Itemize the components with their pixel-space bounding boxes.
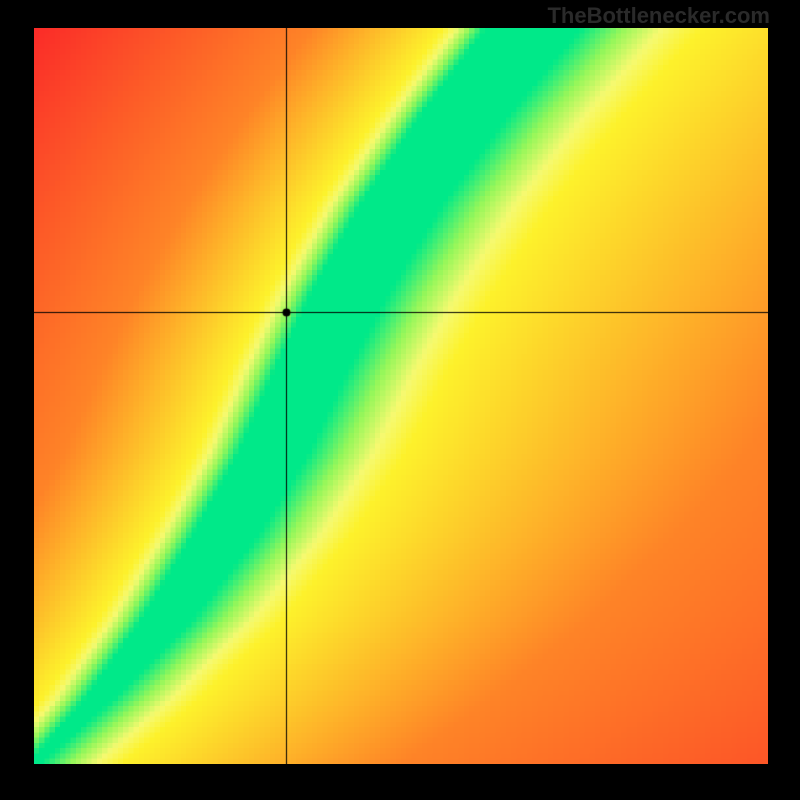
crosshair-overlay	[34, 28, 768, 764]
watermark-text: TheBottlenecker.com	[547, 3, 770, 29]
chart-container: TheBottlenecker.com	[0, 0, 800, 800]
